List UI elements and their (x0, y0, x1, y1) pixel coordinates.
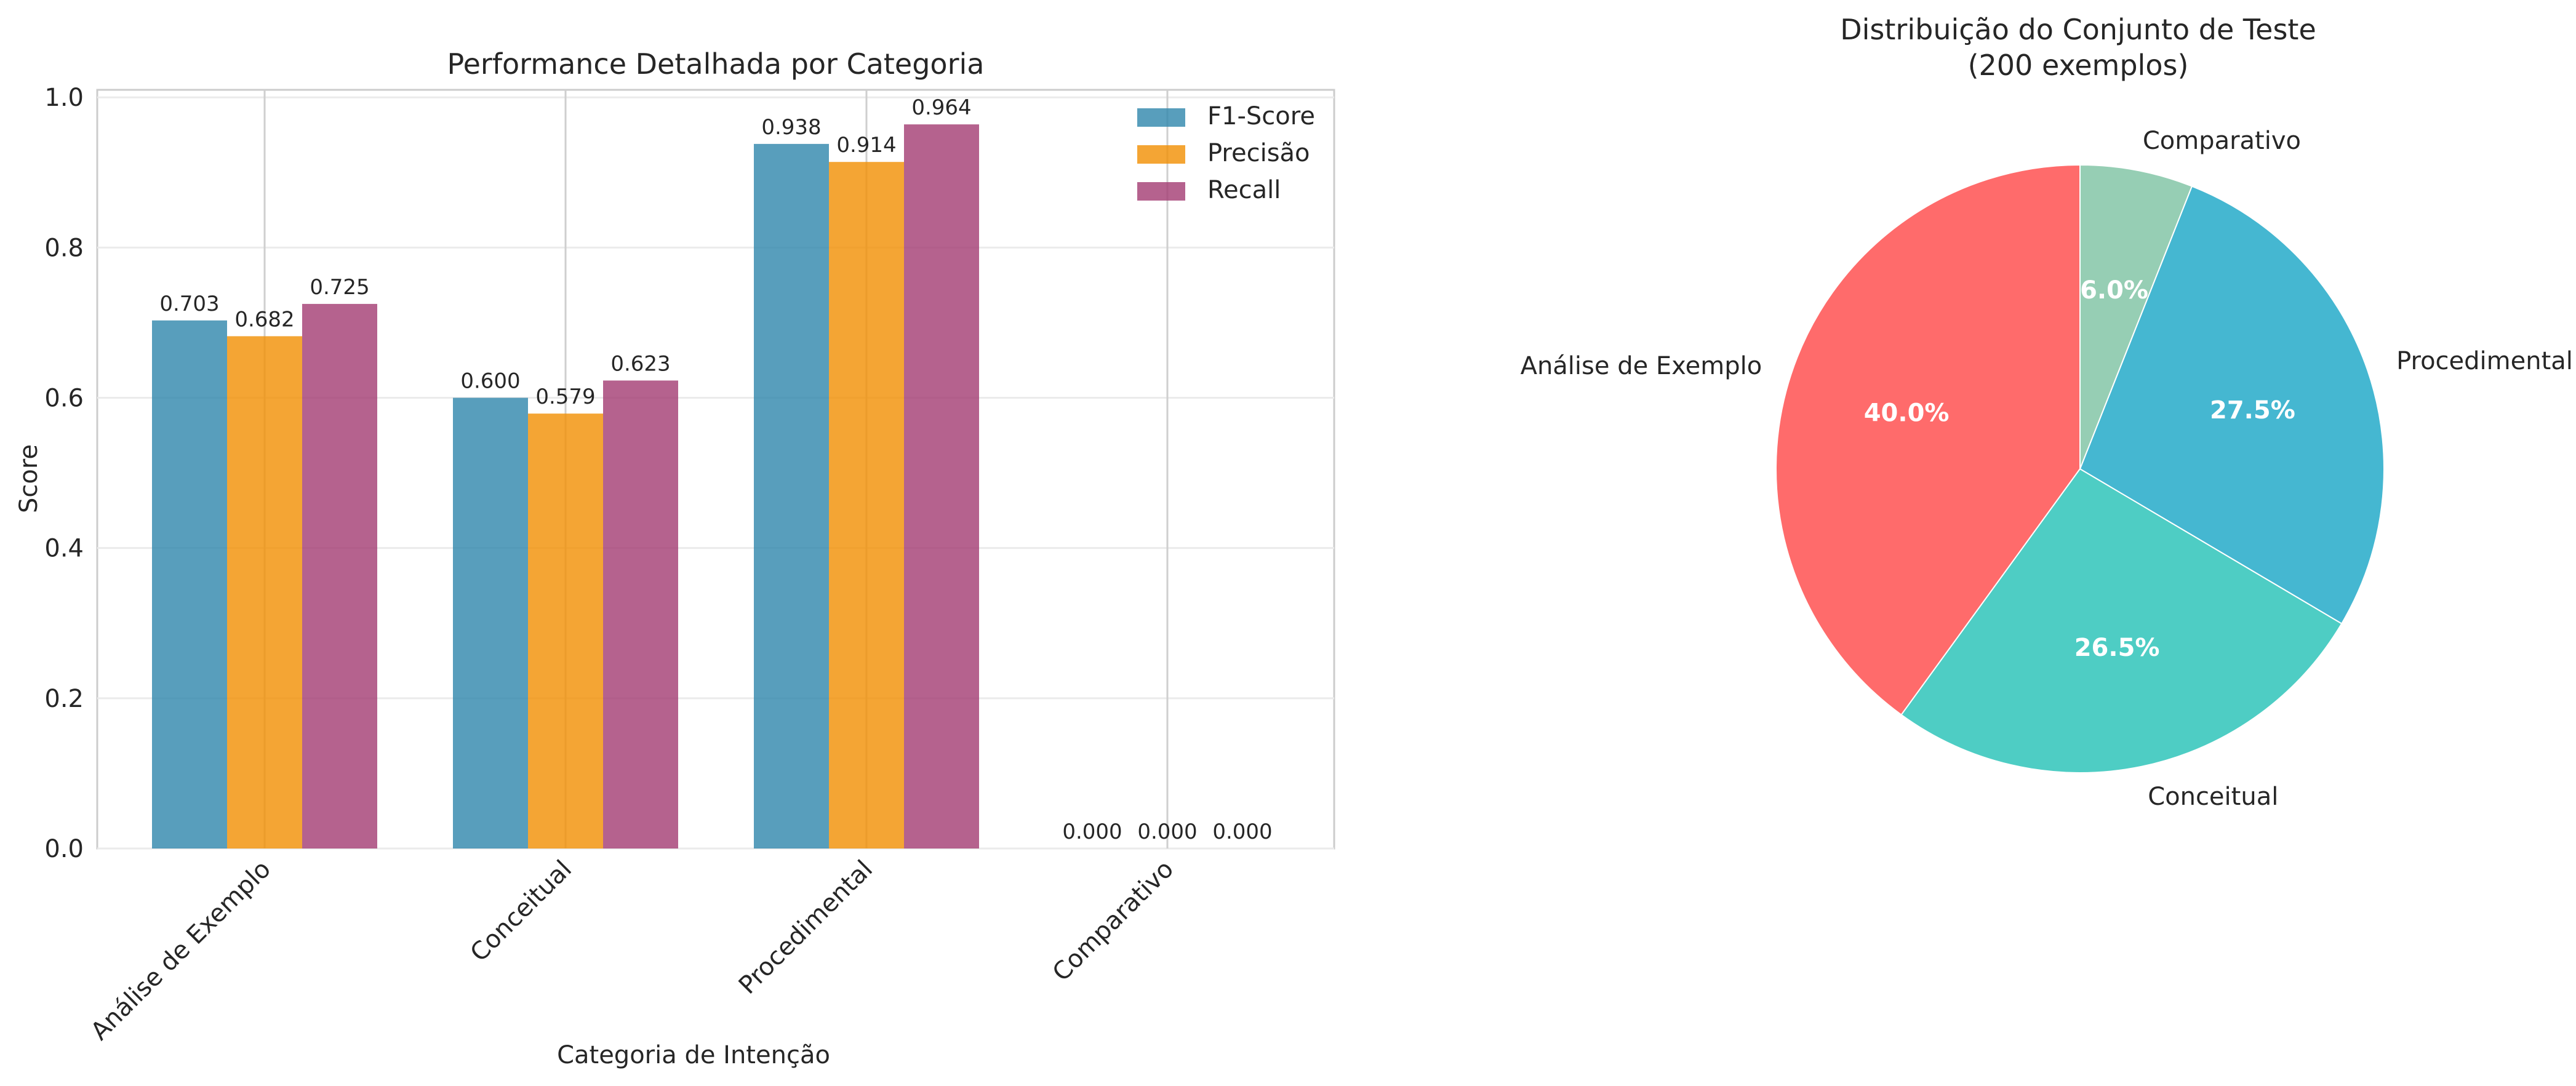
pie-percent-label: 27.5% (2210, 396, 2295, 425)
bar-value-label: 0.600 (460, 369, 520, 394)
pie-slice (2079, 164, 2193, 469)
x-tick-label: Procedimental (734, 855, 878, 1000)
x-tick-label: Conceitual (465, 855, 578, 968)
x-tick-label: Comparativo (1047, 855, 1179, 987)
y-tick-label: 1.0 (44, 84, 84, 112)
bar-value-label: 0.914 (836, 133, 896, 158)
bar (302, 303, 377, 848)
pie-slice (1900, 468, 2343, 774)
bar-bars: 0.703 0.600 0.938 0.000 0.682 0.579 0.914 0.000… (152, 95, 1273, 849)
bar-value-label: 0.703 (159, 292, 219, 316)
bar (152, 320, 227, 848)
pie-percent-label: 6.0% (2080, 276, 2148, 305)
y-tick-label: 0.0 (44, 835, 84, 863)
bar (227, 336, 302, 848)
bar-legend: F1-Score Precisão Recall (1137, 102, 1315, 204)
pie-slice (1775, 164, 2081, 716)
bar-value-label: 0.682 (234, 307, 294, 332)
legend-label: Precisão (1207, 139, 1310, 167)
legend-label: Recall (1207, 176, 1281, 204)
bar (603, 380, 678, 848)
y-tick-label: 0.6 (44, 385, 84, 413)
bar-x-axis-label: Categoria de Intenção (557, 1041, 830, 1069)
pie-chart-title: Distribuição do Conjunto de Teste (1840, 13, 2316, 46)
pie-chart: Distribuição do Conjunto de Teste (200 e… (1521, 13, 2573, 811)
bar (904, 124, 979, 848)
pie-category-label: Análise de Exemplo (1521, 352, 1762, 380)
legend-swatch (1137, 108, 1185, 127)
bar-chart: Performance Detalhada por Categoria 0.70… (15, 47, 1335, 1069)
bar-value-label: 0.964 (911, 95, 971, 120)
pie-category-label: Comparativo (2143, 127, 2301, 155)
y-tick-label: 0.4 (44, 535, 84, 563)
bar (453, 397, 528, 848)
bar (528, 413, 603, 848)
pie-category-label: Conceitual (2148, 783, 2278, 811)
bar (754, 143, 829, 849)
y-tick-label: 0.2 (44, 685, 84, 713)
x-tick-label: Análise de Exemplo (86, 855, 276, 1046)
bar (829, 162, 904, 848)
y-tick-label: 0.8 (44, 234, 84, 262)
bar-value-label: 0.579 (535, 385, 595, 409)
bar-value-label: 0.000 (1137, 820, 1197, 844)
bar-value-label: 0.000 (1212, 820, 1272, 844)
legend-label: F1-Score (1207, 102, 1315, 130)
bar-value-label: 0.938 (761, 115, 821, 140)
pie-percent-label: 26.5% (2074, 634, 2160, 662)
bar-y-axis-label: Score (15, 444, 43, 513)
bar-value-label: 0.000 (1062, 820, 1122, 844)
bar-chart-title: Performance Detalhada por Categoria (447, 47, 985, 81)
pie-category-label: Procedimental (2396, 347, 2573, 375)
legend-swatch (1137, 182, 1185, 201)
bar-value-label: 0.623 (610, 351, 670, 376)
pie-percent-label: 40.0% (1864, 399, 1950, 427)
legend-swatch (1137, 145, 1185, 164)
pie-slice (2079, 185, 2385, 625)
pie-chart-subtitle: (200 exemplos) (1968, 49, 2189, 82)
pie-slices: 40.0% Análise de Exemplo 26.5% Conceitual 27… (1521, 127, 2573, 811)
bar-value-label: 0.725 (310, 275, 369, 300)
